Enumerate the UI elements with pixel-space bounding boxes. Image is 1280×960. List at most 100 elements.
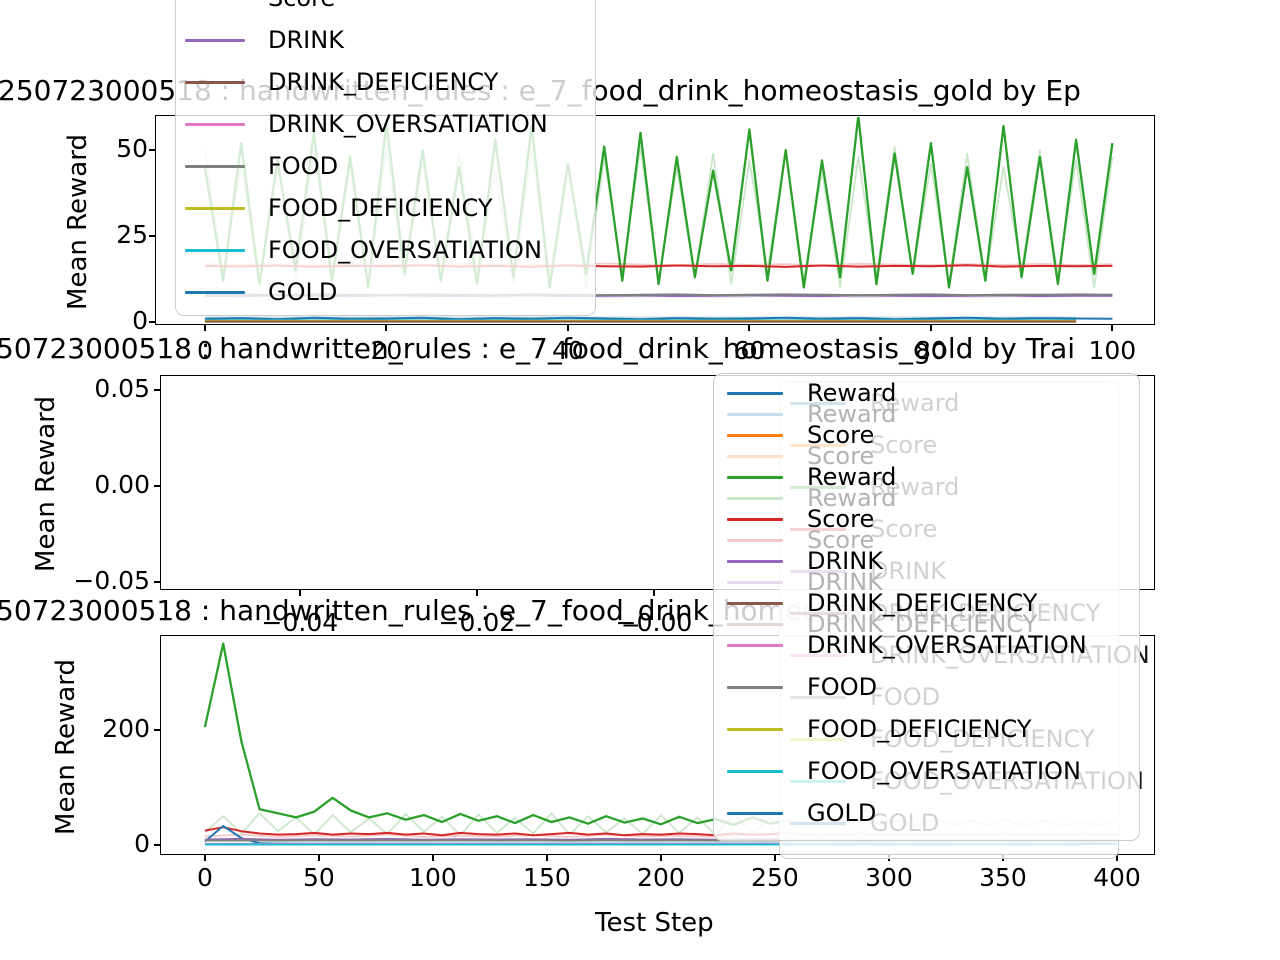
legend-row: DRINK_DEFICIENCY: [176, 69, 595, 95]
plot2-xtick-mark: [475, 590, 478, 596]
legend-row: GOLD: [176, 279, 595, 305]
plot3-xtick-label: 250: [751, 863, 799, 892]
plot3-xtick-mark: [659, 855, 662, 861]
legend-row: FOOD: [714, 674, 1139, 700]
plot1-xtick-mark: [929, 325, 932, 331]
plot1-ytick-label: 50: [116, 134, 148, 164]
plot2-title: 50723000518 : handwritten_rules : e_7_fo…: [0, 332, 1076, 365]
plot2-ytick-label: −0.05: [73, 565, 150, 595]
legend-swatch-line: [727, 769, 783, 773]
plot1-xtick-label: 40: [551, 336, 584, 365]
plot1-ytick-mark: [149, 234, 155, 237]
legend-swatch-line: [727, 749, 783, 752]
plot3-ytick-mark: [154, 843, 160, 846]
legend-swatch-line: [727, 496, 783, 500]
legend-label: Reward: [807, 484, 897, 512]
plot1-xtick-mark: [566, 325, 569, 331]
plot1-xtick-label: 80: [914, 336, 947, 365]
legend-swatch-line: [727, 833, 783, 836]
plot1-xtick-label: 60: [733, 336, 766, 365]
legend-row: DRINK: [714, 569, 1139, 595]
legend-label: GOLD: [807, 799, 877, 827]
legend-row: Score: [714, 506, 1139, 532]
plot1-xtick-label: 0: [196, 336, 213, 365]
plot3-xtick-label: 150: [523, 863, 571, 892]
plot2-xtick-label: −0.04: [261, 608, 339, 637]
legend-row: [714, 821, 1139, 847]
legend-swatch-line: [727, 454, 783, 458]
legend-label: DRINK_DEFICIENCY: [807, 589, 1038, 617]
legend-swatch-line: [727, 811, 783, 815]
legend-label: DRINK_DEFICIENCY: [268, 68, 499, 96]
legend-row: Reward: [714, 464, 1139, 490]
legend-swatch-line: [185, 290, 245, 294]
plot1-xtick-mark: [203, 325, 206, 331]
legend-swatch-line: [727, 433, 783, 437]
legend-label: FOOD_DEFICIENCY: [268, 194, 493, 222]
legend-row: DRINK: [176, 27, 595, 53]
legend-swatch-line: [727, 665, 783, 668]
plot3-xtick-mark: [1115, 855, 1118, 861]
plot2-ytick-mark: [154, 388, 160, 391]
plot3-xtick-label: 0: [196, 863, 213, 892]
legend-label: DRINK: [807, 568, 883, 596]
legend-episode-plot: RewardScoreRewardScoreDRINKDRINK_DEFICIE…: [175, 0, 596, 316]
legend-label: FOOD: [268, 152, 339, 180]
legend-label: Reward: [807, 379, 897, 407]
legend-swatch-line: [185, 164, 245, 168]
legend-swatch-line: [185, 248, 245, 252]
legend-row: Score: [714, 527, 1139, 553]
legend-label: DRINK: [807, 547, 883, 575]
legend-label: DRINK_OVERSATIATION: [268, 110, 548, 138]
plot1-ytick-mark: [149, 320, 155, 323]
legend-label: Score: [807, 526, 875, 554]
legend-label: DRINK_DEFICIENCY: [807, 610, 1038, 638]
legend-row: Score: [714, 443, 1139, 469]
legend-label: GOLD: [268, 278, 338, 306]
legend-row: FOOD_DEFICIENCY: [714, 716, 1139, 742]
legend-label: DRINK_OVERSATIATION: [807, 631, 1087, 659]
legend-label: Score: [807, 442, 875, 470]
plot1-xtick-label: 100: [1088, 336, 1137, 365]
legend-row: Reward: [714, 401, 1139, 427]
legend-label: FOOD_DEFICIENCY: [807, 715, 1032, 743]
plot3-xtick-mark: [317, 855, 320, 861]
legend-row: FOOD: [176, 153, 595, 179]
legend-label: FOOD: [807, 673, 878, 701]
plot3-ytick-label: 0: [134, 828, 150, 858]
legend-train-plot: Reward Reward Score Score Reward Reward Score S…: [713, 373, 1140, 841]
legend-swatch-line: [727, 391, 783, 395]
legend-row: Reward: [714, 485, 1139, 511]
legend-swatch-line: [727, 517, 783, 521]
legend-row: DRINK_DEFICIENCY: [714, 611, 1139, 637]
plot3-xlabel: Test Step: [595, 908, 714, 938]
legend-row: FOOD_OVERSATIATION: [714, 758, 1139, 784]
plot3-xtick-label: 350: [979, 863, 1027, 892]
legend-label: FOOD_OVERSATIATION: [807, 757, 1081, 785]
series-line-gold: [204, 316, 1113, 321]
plot2-frame: [160, 375, 1155, 590]
plot3-ytick-mark: [154, 728, 160, 731]
legend-swatch-line: [727, 791, 783, 794]
plot3-xtick-mark: [431, 855, 434, 861]
plot2-xtick-mark: [298, 590, 301, 596]
legend-swatch-line: [727, 538, 783, 542]
plot2-xtick-mark: [652, 590, 655, 596]
legend-row: DRINK_OVERSATIATION: [714, 632, 1139, 658]
plot1-frame: [155, 115, 1155, 325]
legend-swatch-line: [727, 685, 783, 689]
legend-label: Reward: [807, 400, 897, 428]
legend-row: DRINK_DEFICIENCY: [714, 590, 1139, 616]
legend-label: FOOD_OVERSATIATION: [268, 236, 542, 264]
legend-row: Reward: [714, 380, 1139, 406]
plot1-xtick-mark: [1111, 325, 1114, 331]
plot3-xtick-mark: [545, 855, 548, 861]
plot3-xtick-label: 300: [865, 863, 913, 892]
plot3-ytick-label: 200: [102, 713, 150, 743]
legend-swatch-line: [185, 206, 245, 210]
plot1-xtick-label: 20: [370, 336, 403, 365]
legend-swatch-line: [727, 580, 783, 584]
plot1-ytick-label: 25: [116, 219, 148, 249]
legend-label: DRINK: [268, 26, 344, 54]
